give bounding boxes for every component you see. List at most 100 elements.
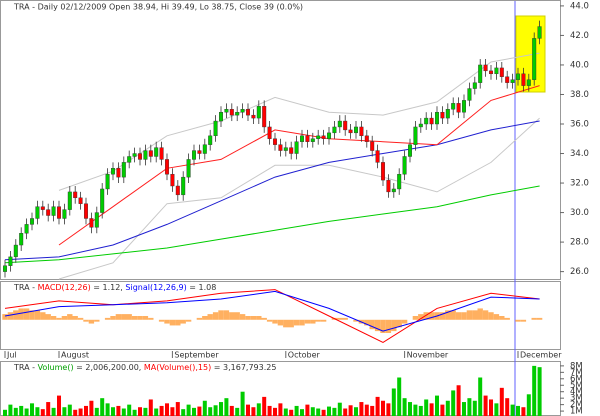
volume-bar — [208, 407, 213, 416]
candle-body — [13, 244, 18, 258]
macd-histogram-bar — [115, 314, 122, 320]
candle-body — [343, 120, 348, 131]
volume-bar — [359, 402, 364, 416]
macd-histogram-bar — [229, 312, 235, 320]
volume-bar — [62, 407, 67, 416]
volume-bar — [19, 405, 24, 416]
volume-bar — [251, 407, 256, 416]
candle-body — [348, 129, 353, 134]
candle-body — [462, 100, 467, 113]
volume-bar — [418, 405, 423, 416]
y-tick-label: 40.0 — [570, 60, 589, 70]
macd-histogram-bar — [418, 314, 424, 320]
candle-body — [94, 212, 99, 228]
candle-body — [175, 185, 180, 196]
macd-histogram-bar — [445, 310, 451, 320]
macd-histogram-bar — [353, 319, 359, 322]
candle-body — [370, 141, 375, 151]
volume-bar — [116, 405, 121, 416]
candle-body — [499, 67, 504, 77]
macd-histogram-bar — [45, 314, 51, 320]
volume-bar — [35, 407, 40, 416]
title-part: TRA - — [13, 363, 38, 372]
volume-bar — [3, 409, 7, 416]
volume-bar — [267, 405, 272, 416]
macd-histogram-bar — [293, 319, 300, 326]
volume-bar — [386, 403, 391, 416]
candle-body — [154, 147, 159, 157]
volume-bar — [24, 408, 29, 416]
macd-histogram-bar — [67, 314, 73, 320]
candle-body — [100, 188, 105, 213]
macd-histogram-bar — [110, 316, 116, 320]
macd-histogram-bar — [72, 316, 78, 320]
title-part: Signal(12,26,9) — [125, 283, 186, 292]
candle-body — [397, 173, 402, 190]
candle-body — [300, 135, 305, 142]
macd-histogram-bar — [169, 319, 176, 326]
volume-bar — [289, 409, 294, 416]
volume-bar — [40, 409, 45, 416]
macd-histogram-bar — [364, 319, 370, 326]
macd-histogram-bar — [266, 319, 273, 322]
volume-bar — [521, 407, 526, 416]
volume-bar — [348, 405, 353, 416]
volume-bar — [456, 385, 461, 416]
volume-bar — [413, 404, 418, 416]
x-tick-label: Jul — [6, 351, 17, 360]
volume-bar — [332, 407, 337, 416]
volume-bar — [57, 395, 61, 416]
volume-bar — [516, 405, 520, 416]
volume-bar — [73, 409, 78, 416]
candle-body — [218, 111, 223, 122]
macd-histogram-bar — [83, 319, 89, 322]
candle-body — [186, 159, 191, 178]
macd-histogram-bar — [299, 319, 305, 326]
volume-bar — [192, 407, 196, 416]
volume-bar — [256, 403, 261, 416]
candle-body — [127, 156, 132, 163]
candle-body — [402, 156, 407, 175]
macd-histogram-bar — [18, 308, 24, 320]
macd-histogram-bar — [50, 316, 57, 320]
candle-body — [164, 159, 169, 175]
candle-body — [467, 88, 472, 101]
macd-histogram-bar — [493, 314, 500, 320]
macd-histogram-bar — [142, 316, 149, 320]
volume-bar — [354, 407, 358, 416]
macd-histogram-bar — [88, 319, 95, 324]
y-tick-label: 7M — [570, 368, 583, 378]
candle-body — [262, 106, 267, 128]
candle-body — [116, 168, 121, 178]
volume-bar — [132, 409, 137, 416]
candle-body — [19, 233, 24, 246]
y-tick-label: 42.0 — [570, 31, 589, 41]
candle-body — [40, 206, 45, 210]
volume-bar — [111, 407, 115, 416]
candle-body — [229, 109, 234, 116]
candle-body — [510, 79, 515, 83]
macd-histogram-bar — [34, 310, 41, 320]
macd-histogram-bar — [223, 310, 230, 320]
title-part: = 2,006,200.00, — [74, 363, 144, 372]
volume-bar — [154, 408, 159, 416]
candle-body — [359, 126, 364, 137]
y-tick-label: 34.0 — [570, 149, 589, 159]
y-tick-label: 32.0 — [570, 179, 589, 189]
volume-bar — [532, 365, 537, 416]
candle-body — [440, 111, 445, 119]
macd-histogram-bar — [121, 314, 127, 320]
candle-body — [267, 126, 272, 139]
candle-body — [364, 135, 369, 142]
overlay-line — [58, 117, 540, 280]
volume-bar — [505, 398, 510, 416]
macd-histogram-bar — [272, 319, 278, 324]
macd-histogram-bar — [277, 319, 284, 326]
candle-body — [526, 79, 531, 86]
volume-bar — [67, 404, 72, 416]
macd-histogram-bar — [77, 317, 84, 320]
volume-bar — [321, 409, 326, 416]
macd-histogram-bar — [391, 319, 397, 332]
candle-body — [30, 218, 35, 225]
overlay-line — [4, 185, 540, 264]
